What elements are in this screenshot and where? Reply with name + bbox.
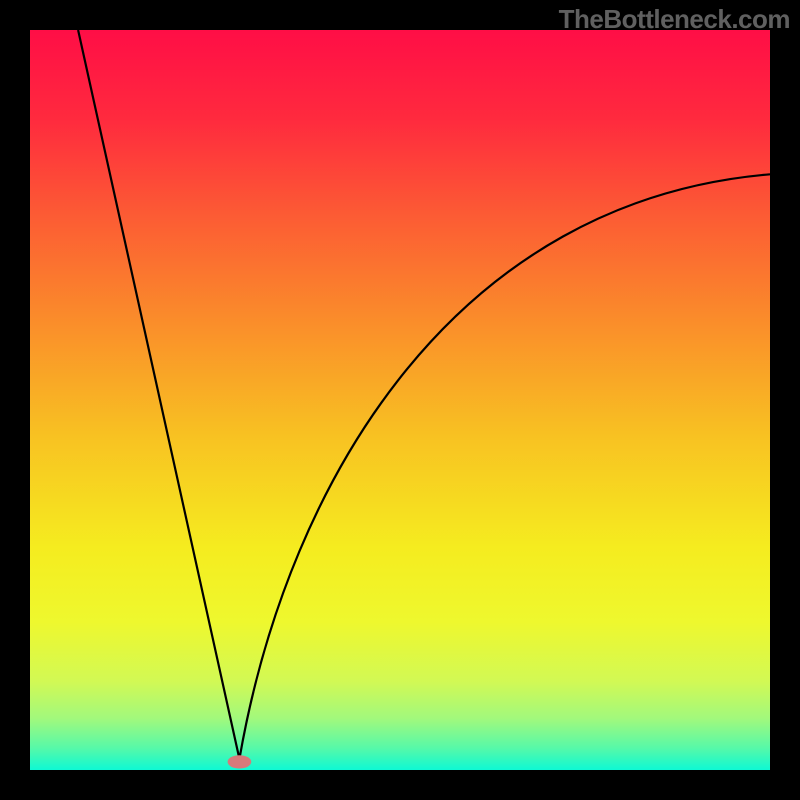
chart-container: TheBottleneck.com [0, 0, 800, 800]
apex-marker [228, 755, 252, 768]
watermark-text: TheBottleneck.com [559, 4, 790, 35]
gradient-chart [0, 0, 800, 800]
gradient-background [30, 30, 770, 770]
